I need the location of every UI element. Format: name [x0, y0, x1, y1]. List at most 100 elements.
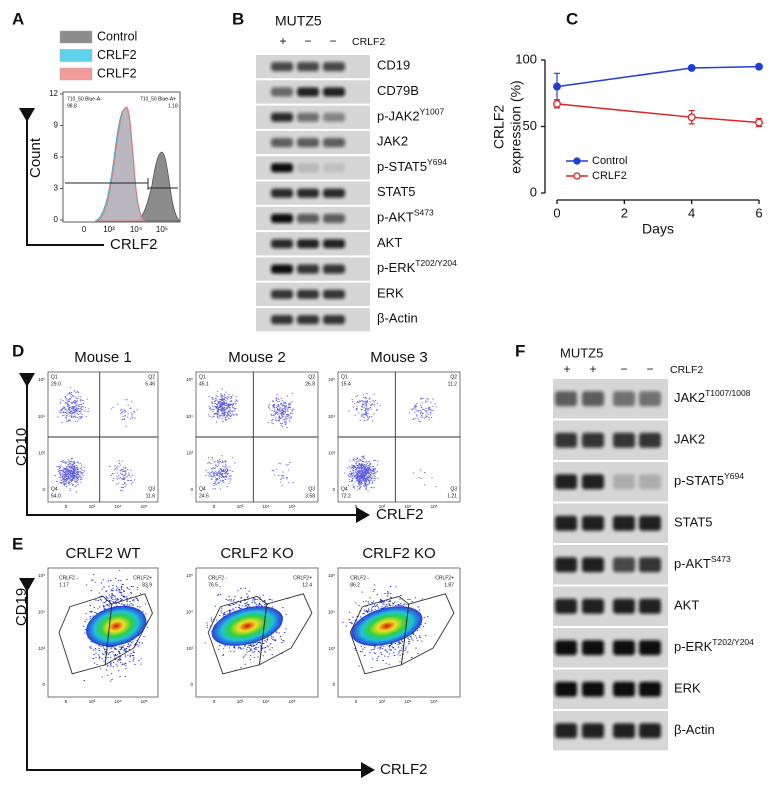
legend-label: Control	[592, 155, 627, 167]
y-tick-label: 10⁴	[186, 414, 193, 419]
blot-band	[639, 432, 661, 448]
blot-band	[297, 87, 319, 97]
y-tick-label: 100	[515, 51, 537, 66]
panel-letter: E	[12, 534, 23, 553]
plot-title: Mouse 2	[228, 349, 286, 366]
x-tick-label: 6	[755, 205, 762, 220]
gate-name: CRLF2+	[133, 575, 152, 581]
gate-value: 98.8	[67, 103, 77, 109]
protein-label: CD19	[377, 58, 410, 73]
y-axis-label: CRLF2	[491, 105, 507, 150]
blot-band	[271, 315, 293, 325]
blot-band	[323, 163, 345, 173]
protein-name: p-JAK2	[377, 109, 420, 124]
x-tick-label: 10⁴	[263, 699, 270, 704]
y-tick-label: 10³	[38, 646, 45, 651]
quadrant-name: Q3	[450, 486, 457, 492]
quadrant-value: 5.46	[145, 381, 155, 387]
y-tick-label: 12	[49, 89, 58, 98]
plot-title: CRLF2 KO	[362, 545, 435, 562]
blot-band	[639, 391, 661, 407]
protein-label: p-STAT5Y694	[377, 157, 447, 174]
y-tick-label: 0	[54, 215, 59, 224]
protein-name: p-AKT	[674, 556, 711, 571]
blot-band	[297, 264, 319, 274]
x-axis-label: Days	[642, 221, 674, 237]
lane-sign: +	[279, 34, 286, 48]
blot-band	[613, 474, 635, 490]
protein-label: JAK2	[674, 432, 705, 447]
blot-band	[613, 515, 635, 531]
protein-label: ERK	[674, 681, 701, 696]
blot-band	[297, 62, 319, 72]
blot-band	[297, 213, 319, 224]
blot-band	[271, 62, 293, 72]
blot-band	[613, 432, 635, 448]
protein-name: AKT	[377, 235, 402, 250]
protein-label: p-ERKT202/Y204	[674, 637, 754, 654]
x-tick-label: 10⁵	[289, 504, 296, 509]
legend-marker	[573, 157, 581, 165]
y-tick-label: 10³	[186, 451, 193, 456]
quadrant-value: 26.8	[305, 381, 315, 387]
blot-band	[271, 188, 293, 198]
legend-swatch	[59, 67, 93, 81]
blot-band	[297, 239, 319, 249]
axis-arrow	[19, 578, 375, 778]
gate	[65, 178, 178, 190]
blot-band	[271, 137, 293, 148]
x-tick-label: 10⁴	[115, 699, 122, 704]
y-tick-label: 10⁵	[38, 573, 45, 578]
x-tick-label: 0	[82, 225, 87, 234]
x-tick-label: 10³	[379, 504, 386, 509]
gate-value: 1.18	[168, 103, 178, 109]
x-tick-label: 0	[553, 205, 560, 220]
axis-label: Count	[27, 137, 44, 178]
protein-name: STAT5	[377, 185, 416, 200]
quadrant-name: Q4	[341, 486, 348, 492]
protein-label: STAT5	[674, 515, 713, 530]
legend-swatch	[59, 49, 93, 62]
protein-name: AKT	[674, 598, 699, 613]
data-point	[687, 113, 696, 122]
x-tick-label: 10⁴	[115, 504, 122, 509]
gate-value: 76.5	[208, 582, 218, 588]
x-tick-label: 10⁵	[156, 225, 168, 234]
x-tick-label: 10⁵	[141, 504, 148, 509]
quadrant-value: 29.0	[51, 381, 61, 387]
protein-label: AKT	[674, 598, 699, 613]
blot-band	[582, 640, 604, 656]
quadrant-value: 54.0	[51, 493, 61, 499]
blot-band	[323, 289, 345, 299]
x-tick-label: 10⁵	[289, 699, 296, 704]
y-tick-label: 10⁴	[38, 610, 45, 615]
protein-name: ERK	[377, 286, 404, 301]
x-tick-label: 10⁴	[405, 699, 412, 704]
axis-label: CRLF2	[110, 236, 158, 253]
crlf2-histogram	[96, 106, 147, 222]
y-tick-label: 3	[54, 184, 59, 193]
x-tick-label: 4	[688, 205, 695, 220]
blot-band	[555, 557, 577, 573]
blot-band	[639, 640, 661, 656]
y-tick-label: 10⁴	[328, 610, 335, 615]
protein-label: p-AKTS473	[377, 208, 434, 225]
event-dots	[408, 397, 438, 423]
blot-band	[639, 557, 661, 573]
protein-name: p-ERK	[377, 260, 416, 275]
quadrant-value: 11.2	[448, 381, 458, 387]
quadrant-name: Q1	[341, 374, 348, 380]
gate-name: CRLF2 -	[350, 575, 369, 581]
gate-label: 710_50 Blue-A+	[140, 96, 176, 102]
blot-band	[639, 598, 661, 614]
protein-label: AKT	[377, 235, 402, 250]
gate-value: 83.9	[142, 582, 152, 588]
blot-band	[555, 391, 577, 407]
lane-sign: −	[646, 362, 653, 376]
blot-band	[582, 391, 604, 407]
gate-right	[400, 593, 455, 666]
phospho-site: T1007/1008	[705, 388, 751, 398]
quadrant-name: Q3	[308, 486, 315, 492]
protein-name: β-Actin	[377, 311, 418, 326]
